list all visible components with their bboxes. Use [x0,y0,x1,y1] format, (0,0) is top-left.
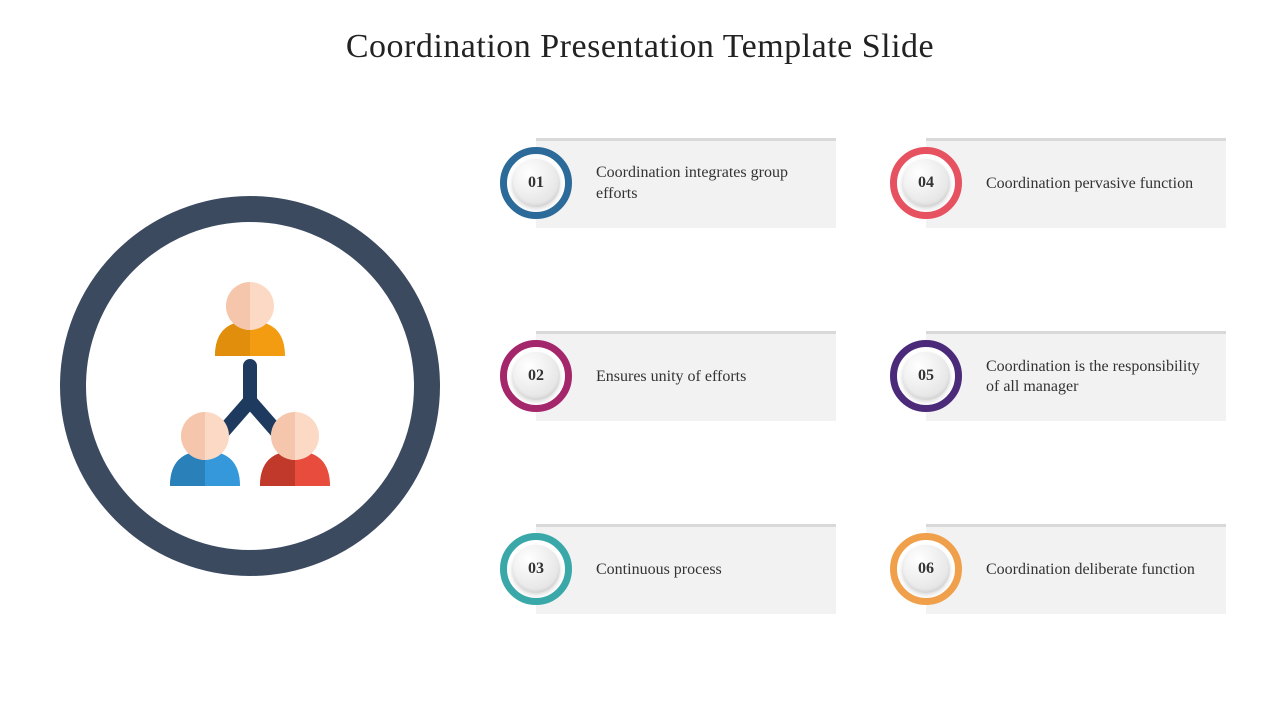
number-label: 03 [512,545,560,593]
item-text: Ensures unity of efforts [596,367,746,388]
number-label: 01 [512,159,560,207]
list-item: 06 Coordination deliberate function [890,503,1240,636]
number-label: 04 [902,159,950,207]
number-badge: 05 [890,340,962,412]
item-card: Continuous process [536,524,836,614]
list-item: 05 Coordination is the responsibility of… [890,309,1240,442]
items-grid: 01 Coordination integrates group efforts… [500,96,1280,676]
number-label: 06 [902,545,950,593]
page-title: Coordination Presentation Template Slide [0,0,1280,66]
item-text: Continuous process [596,560,722,581]
people-network-icon [120,256,380,516]
number-label: 02 [512,352,560,400]
item-text: Coordination pervasive function [986,174,1193,195]
number-label: 05 [902,352,950,400]
number-badge: 06 [890,533,962,605]
left-panel [0,96,500,676]
item-card: Coordination deliberate function [926,524,1226,614]
person-top-icon [215,282,285,356]
item-text: Coordination is the responsibility of al… [986,357,1210,399]
coordination-circle [60,196,440,576]
main-layout: 01 Coordination integrates group efforts… [0,96,1280,676]
list-item: 01 Coordination integrates group efforts [500,116,850,249]
list-item: 04 Coordination pervasive function [890,116,1240,249]
item-text: Coordination integrates group efforts [596,163,820,205]
number-badge: 01 [500,147,572,219]
number-badge: 02 [500,340,572,412]
number-badge: 04 [890,147,962,219]
item-text: Coordination deliberate function [986,560,1195,581]
item-card: Coordination pervasive function [926,138,1226,228]
item-card: Ensures unity of efforts [536,331,836,421]
list-item: 02 Ensures unity of efforts [500,309,850,442]
item-card: Coordination is the responsibility of al… [926,331,1226,421]
list-item: 03 Continuous process [500,503,850,636]
item-card: Coordination integrates group efforts [536,138,836,228]
number-badge: 03 [500,533,572,605]
